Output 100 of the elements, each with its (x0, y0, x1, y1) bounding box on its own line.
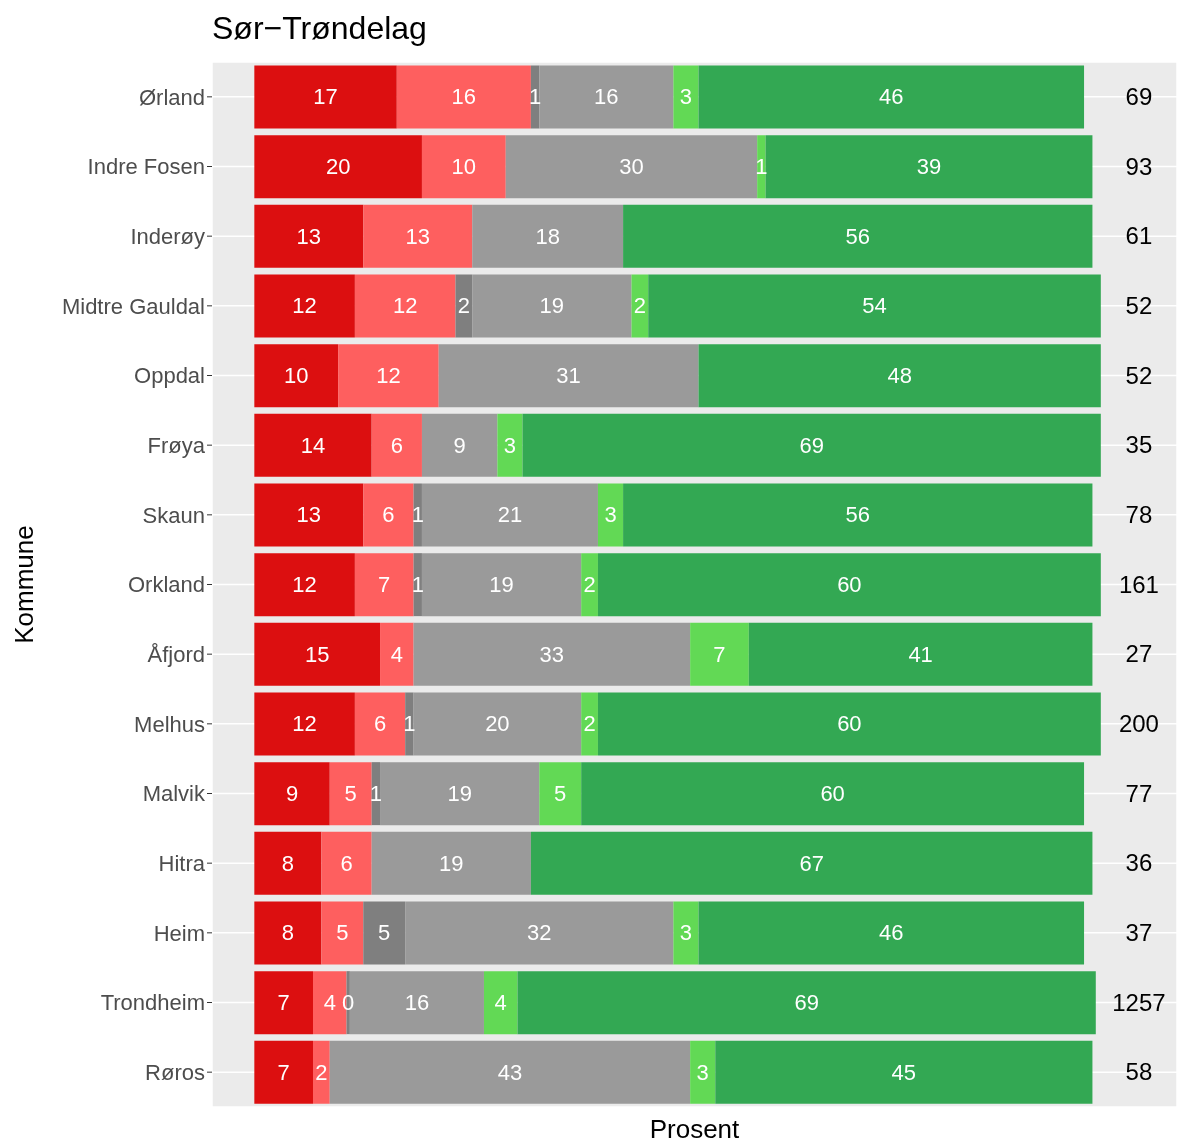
data-label: 1 (411, 572, 424, 598)
y-tick-label: Midtre Gauldal (61, 293, 205, 319)
data-label: 43 (497, 1059, 523, 1085)
data-label: 19 (439, 850, 464, 876)
data-label: 12 (376, 363, 401, 389)
data-label: 46 (879, 84, 904, 110)
data-label: 10 (451, 154, 477, 180)
data-label: 7 (713, 641, 726, 667)
data-label: 4 (494, 990, 507, 1016)
data-label: 3 (679, 84, 693, 110)
data-label: 16 (594, 84, 619, 110)
text: 27 (1124, 640, 1154, 669)
data-label: 18 (535, 223, 560, 249)
data-label: 2 (315, 1059, 328, 1085)
data-label: 4 (323, 990, 336, 1016)
data-label: 8 (281, 850, 294, 876)
data-label: 48 (887, 363, 912, 389)
data-label: 13 (405, 223, 430, 249)
y-tick-label: Frøya (147, 432, 206, 458)
data-label: 6 (340, 850, 353, 876)
data-label: 19 (489, 572, 514, 598)
data-label: 12 (292, 711, 317, 737)
data-label: 2 (583, 711, 596, 737)
data-label: 1 (411, 502, 424, 528)
data-label: 17 (313, 84, 338, 110)
text: 61 (1124, 222, 1154, 251)
y-tick-label: Indre Fosen (87, 154, 205, 180)
data-label: 6 (382, 502, 395, 528)
y-tick-label: Ørland (138, 84, 205, 110)
y-tick-label: Røros (145, 1059, 205, 1085)
data-label: 16 (404, 990, 430, 1016)
data-label: 7 (277, 1059, 290, 1085)
y-tick-label: Oppdal (134, 363, 205, 389)
data-label: 30 (619, 154, 644, 180)
data-label: 69 (799, 432, 824, 458)
data-label: 5 (336, 920, 349, 946)
data-label: 14 (300, 432, 326, 458)
text: 78 (1124, 500, 1154, 529)
data-label: 5 (554, 781, 567, 807)
data-label: 8 (281, 920, 294, 946)
data-label: 41 (908, 641, 933, 667)
text: 52 (1124, 361, 1154, 390)
data-label: 12 (392, 293, 418, 319)
data-label: 5 (378, 920, 391, 946)
data-label: 3 (604, 502, 617, 528)
data-label: 60 (837, 572, 862, 598)
data-label: 60 (820, 781, 845, 807)
y-tick-label: Åfjord (147, 641, 205, 667)
data-label: 2 (633, 293, 646, 319)
data-label: 2 (583, 572, 596, 598)
data-label: 3 (679, 920, 693, 946)
y-axis-title: Kommune (8, 523, 40, 646)
data-label: 2 (457, 293, 470, 319)
data-label: 3 (503, 432, 517, 458)
y-tick-label: Skaun (142, 502, 205, 528)
data-label: 39 (916, 154, 942, 180)
data-label: 1 (755, 154, 768, 180)
data-label: 13 (296, 223, 322, 249)
data-label: 4 (390, 641, 403, 667)
text: 1257 (1111, 988, 1167, 1017)
data-label: 45 (891, 1059, 917, 1085)
data-label: 67 (799, 850, 824, 876)
data-label: 5 (344, 781, 357, 807)
data-label: 13 (296, 502, 322, 528)
data-label: 69 (794, 990, 819, 1016)
data-label: 56 (845, 223, 871, 249)
data-label: 12 (292, 293, 317, 319)
data-label: 9 (453, 432, 466, 458)
data-label: 31 (556, 363, 581, 389)
data-label: 6 (373, 711, 387, 737)
data-label: 3 (696, 1059, 709, 1085)
data-label: 19 (539, 293, 565, 319)
data-label: 46 (879, 920, 904, 946)
data-label: 60 (837, 711, 862, 737)
chart-title: Sør−Trøndelag (212, 10, 427, 47)
y-tick-label: Trondheim (100, 990, 205, 1016)
data-label: 7 (378, 572, 391, 598)
y-tick-label: Hitra (158, 850, 206, 876)
y-tick-label: Heim (153, 920, 205, 946)
data-label: 15 (304, 641, 330, 667)
data-label: 20 (485, 711, 510, 737)
x-axis-title: Prosent (648, 1114, 741, 1144)
data-label: 6 (390, 432, 403, 458)
data-label: 7 (277, 990, 290, 1016)
data-label: 9 (285, 781, 299, 807)
text: 37 (1124, 918, 1154, 947)
text: 93 (1124, 152, 1154, 181)
text: 52 (1124, 291, 1154, 320)
y-tick-label: Melhus (134, 711, 205, 737)
y-tick-label: Malvik (142, 781, 206, 807)
data-label: 19 (447, 781, 472, 807)
data-label: 12 (292, 572, 317, 598)
data-label: 10 (283, 363, 309, 389)
data-label: 16 (451, 84, 477, 110)
data-label: 1 (403, 711, 416, 737)
data-label: 20 (325, 154, 351, 180)
text: 200 (1117, 709, 1160, 738)
text: 161 (1117, 570, 1160, 599)
text: 35 (1124, 431, 1154, 460)
data-label: 56 (845, 502, 871, 528)
